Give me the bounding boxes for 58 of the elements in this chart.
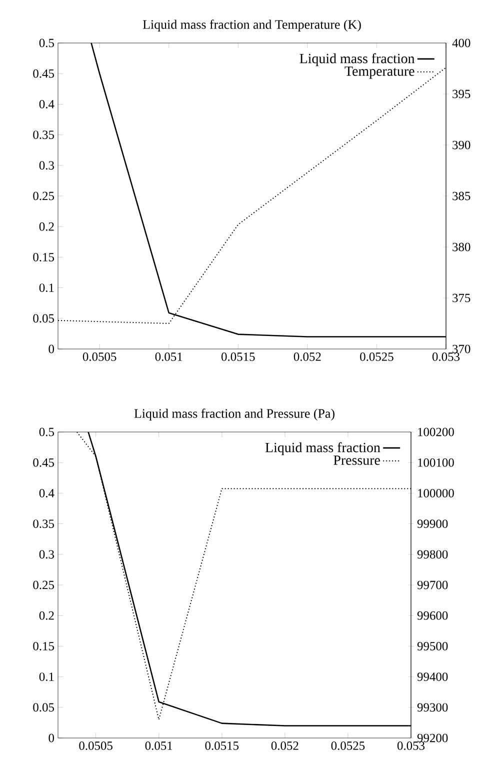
y-tick-label: 0.35 — [33, 130, 54, 140]
x-tick-label: 0.051 — [145, 742, 172, 750]
y-tick-label: 0.15 — [33, 642, 54, 650]
y2-tick-label: 100200 — [418, 428, 454, 436]
y-tick-label: 0.5 — [39, 428, 54, 436]
y2-tick-label: 99800 — [417, 550, 448, 559]
y2-tick-label: 99600 — [417, 611, 448, 620]
legend-label: Temperature — [344, 66, 414, 79]
y-tick-label: 0.05 — [33, 703, 54, 712]
y-tick-label: 0.3 — [39, 161, 54, 170]
x-tick-label: 0.0505 — [82, 352, 116, 361]
y2-tick-label: 385 — [452, 192, 470, 200]
chart-title: Liquid mass fraction and Temperature (K) — [142, 20, 361, 32]
y-tick-label: 0.15 — [33, 252, 54, 262]
x-tick-label: 0.051 — [155, 352, 182, 361]
y-tick-label: 0.25 — [33, 580, 54, 590]
chart-title: Liquid mass fraction and Pressure (Pa) — [134, 408, 334, 420]
y2-tick-label: 99200 — [417, 734, 448, 742]
legend-label: Liquid mass fraction — [265, 442, 380, 456]
y-tick-label: 0.35 — [33, 520, 54, 528]
y-tick-label: 0.2 — [39, 222, 54, 231]
y2-tick-label: 100000 — [418, 488, 454, 498]
y2-tick-label: 99900 — [417, 520, 448, 528]
y2-tick-label: 395 — [452, 90, 470, 98]
x-tick-label: 0.052 — [271, 742, 298, 750]
y2-tick-label: 99500 — [417, 642, 448, 650]
y2-tick-label: 99300 — [417, 703, 448, 712]
y2-tick-label: 375 — [452, 294, 470, 302]
x-tick-label: 0.0515 — [221, 352, 255, 361]
y2-tick-label: 390 — [452, 140, 470, 150]
y-tick-label: 0.4 — [39, 488, 54, 498]
y2-tick-label: 400 — [452, 38, 470, 48]
y2-tick-label: 380 — [452, 242, 470, 252]
y-tick-label: 0.45 — [33, 69, 54, 78]
x-tick-label: 0.0505 — [79, 742, 112, 750]
y-tick-label: 0.5 — [39, 38, 54, 48]
y-tick-label: 0 — [48, 344, 54, 354]
y-tick-label: 0.1 — [39, 284, 54, 292]
y-tick-label: 0.4 — [39, 100, 54, 108]
y2-tick-label: 99400 — [417, 672, 448, 681]
y2-tick-label: 99700 — [417, 580, 448, 590]
x-tick-label: 0.0525 — [360, 352, 394, 361]
y-tick-label: 0.05 — [33, 314, 54, 323]
y-tick-label: 0.2 — [39, 611, 54, 620]
x-tick-label: 0.0525 — [331, 742, 365, 750]
y-tick-label: 0 — [48, 734, 54, 742]
y-tick-label: 0.3 — [39, 550, 54, 559]
x-tick-label: 0.0515 — [205, 742, 239, 750]
y2-tick-label: 100100 — [418, 458, 454, 467]
legend-label: Liquid mass fraction — [300, 53, 415, 66]
x-tick-label: 0.053 — [432, 352, 460, 361]
y-tick-label: 0.1 — [39, 672, 54, 682]
x-tick-label: 0.053 — [397, 742, 425, 750]
y-tick-label: 0.25 — [33, 192, 54, 200]
y2-tick-label: 370 — [452, 344, 470, 354]
x-tick-label: 0.052 — [294, 352, 321, 361]
y-tick-label: 0.45 — [33, 458, 54, 467]
legend-label: Pressure — [334, 456, 380, 465]
